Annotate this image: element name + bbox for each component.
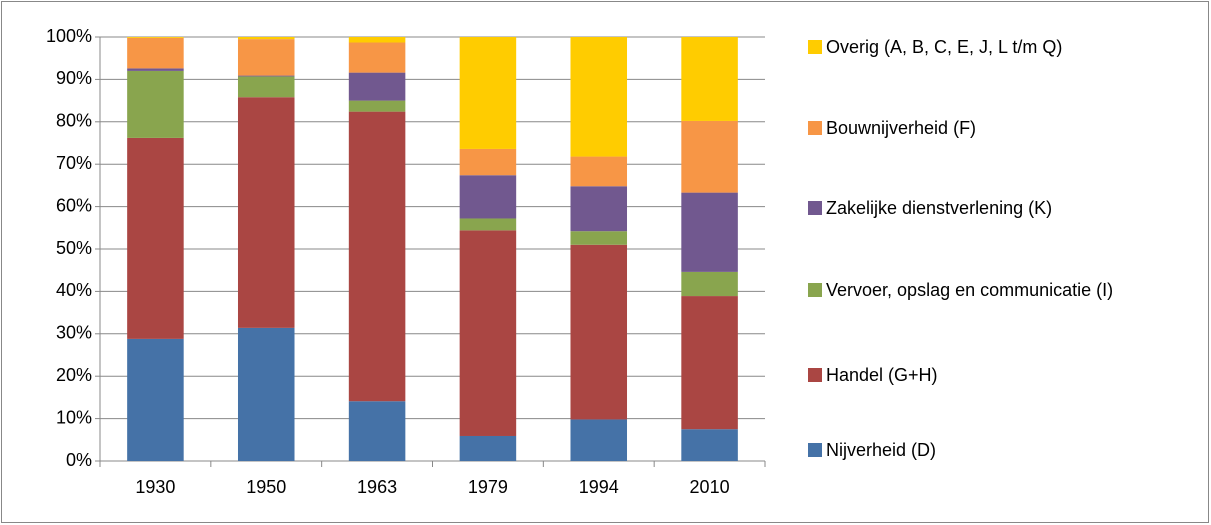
bar-segment — [681, 37, 738, 121]
bar-segment — [348, 72, 406, 101]
legend-item: Zakelijke dienstverlening (K) — [808, 193, 1198, 223]
legend-item: Nijverheid (D) — [808, 435, 1198, 465]
bar-segment — [459, 148, 517, 176]
bar-segment — [237, 39, 295, 76]
bar-segment — [681, 271, 738, 297]
bar-segment — [237, 76, 295, 98]
y-tick-label: 70% — [56, 153, 92, 173]
legend-label: Handel (G+H) — [826, 365, 938, 385]
x-tick-label: 1963 — [357, 477, 397, 497]
bar-segment — [237, 327, 295, 461]
y-tick-label: 40% — [56, 280, 92, 300]
x-tick-label: 1930 — [135, 477, 175, 497]
y-tick-label: 10% — [56, 407, 92, 427]
bar-segment — [127, 70, 184, 138]
bar-segment — [570, 186, 628, 232]
y-tick-label: 50% — [56, 238, 92, 258]
legend-swatch — [808, 40, 822, 54]
bar-segment — [237, 97, 295, 328]
bar-segment — [237, 75, 295, 77]
bar-segment — [348, 42, 406, 73]
bar-segment — [570, 156, 628, 187]
y-tick-label: 60% — [56, 195, 92, 215]
legend-swatch — [808, 368, 822, 382]
legend-label: Bouwnijverheid (F) — [826, 118, 977, 138]
legend-swatch — [808, 283, 822, 297]
bar-segment — [570, 244, 628, 420]
y-tick-label: 0% — [66, 450, 92, 470]
legend-label: Vervoer, opslag en communicatie (I) — [826, 280, 1114, 300]
bar-segment — [681, 120, 738, 193]
legend-label: Nijverheid (D) — [826, 440, 937, 460]
bar-segment — [681, 192, 738, 272]
bar-segment — [127, 37, 184, 69]
y-tick-label: 20% — [56, 365, 92, 385]
x-tick-label: 1950 — [246, 477, 286, 497]
bar-segment — [570, 231, 628, 245]
legend-swatch — [808, 443, 822, 457]
bar-segment — [570, 419, 628, 461]
bar-segment — [348, 37, 406, 43]
bar-segment — [348, 401, 406, 461]
bar-segment — [681, 296, 738, 430]
legend-item: Vervoer, opslag en communicatie (I) — [808, 275, 1198, 305]
legend-item: Overig (A, B, C, E, J, L t/m Q) — [808, 32, 1198, 62]
bar-segment — [459, 435, 517, 461]
bar-segment — [459, 175, 517, 219]
x-tick-label: 1994 — [579, 477, 619, 497]
legend-swatch — [808, 121, 822, 135]
bar-segment — [127, 338, 184, 461]
bar-segment — [459, 218, 517, 231]
bar-segment — [348, 111, 406, 402]
x-tick-label: 1979 — [468, 477, 508, 497]
legend-label: Overig (A, B, C, E, J, L t/m Q) — [826, 37, 1063, 57]
legend-label: Zakelijke dienstverlening (K) — [826, 198, 1053, 218]
bar-segment — [127, 137, 184, 339]
y-tick-label: 100% — [46, 26, 92, 46]
legend-swatch — [808, 201, 822, 215]
bar-segment — [459, 230, 517, 436]
bar-segment — [459, 37, 517, 149]
y-tick-label: 30% — [56, 323, 92, 343]
bar-segment — [127, 68, 184, 71]
bar-segment — [237, 37, 295, 40]
bar-segment — [127, 37, 184, 38]
y-tick-label: 90% — [56, 68, 92, 88]
y-tick-label: 80% — [56, 111, 92, 131]
legend-item: Bouwnijverheid (F) — [808, 113, 1198, 143]
bar-segment — [348, 100, 406, 112]
bar-segment — [570, 37, 628, 157]
bar-segment — [681, 429, 738, 461]
x-tick-label: 2010 — [690, 477, 730, 497]
legend-item: Handel (G+H) — [808, 360, 1198, 390]
